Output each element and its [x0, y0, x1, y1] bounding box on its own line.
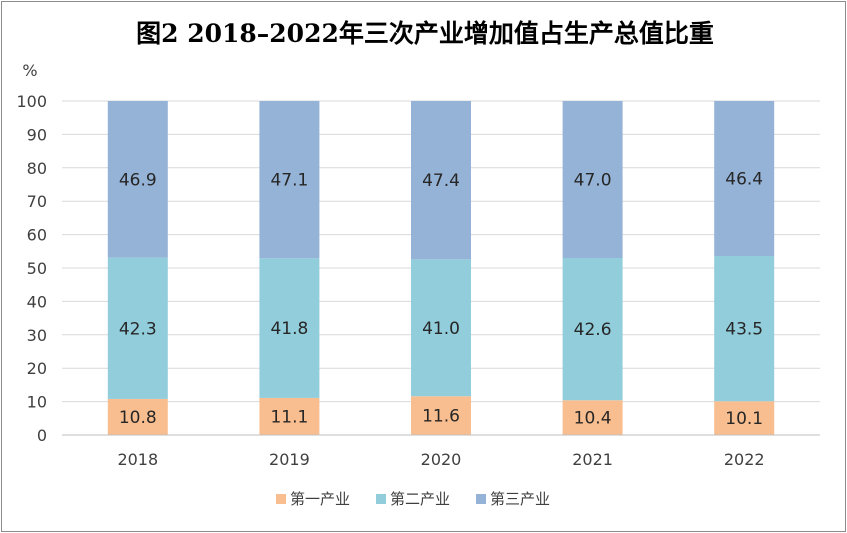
- y-tick-label: 0: [37, 426, 47, 445]
- data-label-2018-1: 10.8: [119, 408, 157, 428]
- data-label-2022-3: 46.4: [725, 169, 763, 189]
- data-label-2019-2: 41.8: [270, 319, 308, 339]
- bar-segment-2018-2: [107, 257, 168, 399]
- data-label-2019-3: 47.1: [270, 171, 308, 191]
- y-tick-label: 10: [27, 393, 47, 412]
- bar-segment-2019-2: [259, 258, 320, 398]
- data-label-2019-1: 11.1: [270, 407, 308, 427]
- data-label-2021-3: 47.0: [574, 170, 612, 190]
- y-axis-unit-label: %: [22, 61, 37, 80]
- data-label-2020-1: 11.6: [422, 407, 460, 427]
- bar-segment-2018-1: [107, 398, 168, 435]
- y-tick-label: 70: [27, 192, 47, 211]
- y-tick-label: 50: [27, 259, 47, 278]
- legend-swatch: [276, 494, 286, 504]
- data-label-2018-2: 42.3: [119, 319, 157, 339]
- x-tick-label: 2018: [117, 450, 158, 469]
- bar-segment-2020-3: [411, 101, 471, 260]
- data-label-2020-2: 41.0: [422, 319, 460, 339]
- y-tick-label: 30: [27, 326, 47, 345]
- x-tick-label: 2020: [421, 450, 462, 469]
- data-label-2021-1: 10.4: [574, 409, 612, 429]
- bar-segment-2019-3: [259, 101, 320, 259]
- y-tick-label: 80: [27, 159, 47, 178]
- legend-label: 第二产业: [390, 490, 450, 508]
- legend-swatch: [476, 494, 486, 504]
- data-label-2018-3: 46.9: [119, 170, 157, 190]
- bar-segment-2022-3: [714, 101, 775, 256]
- bar-segment-2021-2: [562, 257, 623, 401]
- bar-segment-2021-1: [562, 400, 623, 435]
- data-label-2022-2: 43.5: [725, 320, 763, 340]
- legend-item: 第一产业: [276, 490, 350, 508]
- x-tick-label: 2019: [269, 450, 310, 469]
- legend-swatch: [376, 494, 386, 504]
- bar-segment-2022-2: [714, 255, 775, 402]
- x-tick-label: 2022: [724, 450, 765, 469]
- legend-item: 第二产业: [376, 490, 450, 508]
- y-tick-label: 100: [16, 92, 47, 111]
- bar-segment-2022-1: [714, 401, 775, 435]
- legend-item: 第三产业: [476, 490, 550, 508]
- bar-segment-2020-2: [411, 259, 471, 397]
- y-tick-label: 60: [27, 226, 47, 245]
- y-tick-label: 40: [27, 292, 47, 311]
- chart-title: 图2 2018–2022年三次产业增加值占生产总值比重: [136, 19, 714, 48]
- bar-segment-2020-1: [411, 396, 471, 435]
- y-tick-label: 20: [27, 359, 47, 378]
- legend-label: 第三产业: [490, 490, 550, 508]
- x-tick-label: 2021: [572, 450, 613, 469]
- y-tick-label: 90: [27, 125, 47, 144]
- legend-label: 第一产业: [290, 490, 350, 508]
- data-label-2020-3: 47.4: [422, 171, 460, 191]
- data-label-2022-1: 10.1: [725, 409, 763, 429]
- bar-segment-2021-3: [562, 101, 623, 258]
- bar-segment-2018-3: [107, 101, 168, 258]
- bar-segment-2019-1: [259, 397, 320, 435]
- data-label-2021-2: 42.6: [574, 320, 612, 340]
